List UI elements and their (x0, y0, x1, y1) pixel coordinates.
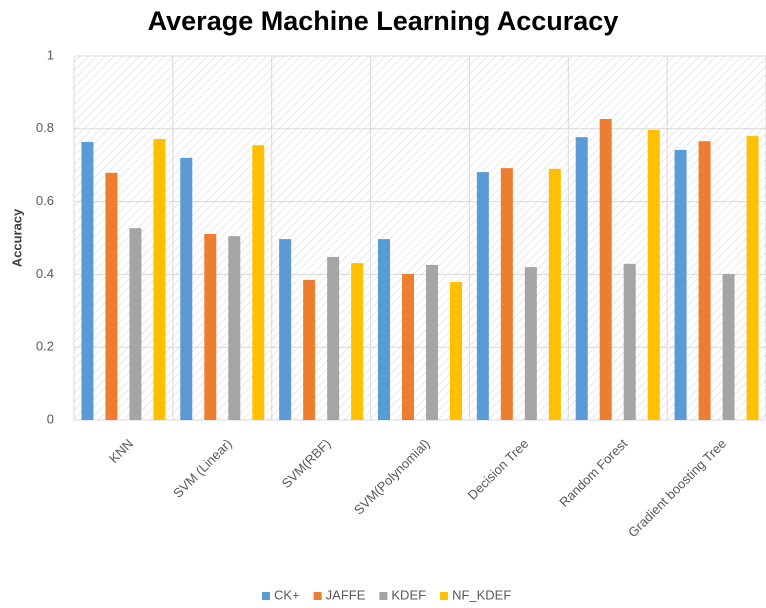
y-tick-label: 0.8 (36, 120, 54, 135)
x-tick-label: SVM(RBF) (279, 436, 334, 491)
bar (378, 239, 390, 420)
x-tick-label: KNN (106, 436, 136, 466)
bar (548, 168, 561, 420)
chart-title: Average Machine Learning Accuracy (148, 6, 619, 36)
y-tick-label: 0.4 (36, 266, 54, 281)
bar (279, 239, 292, 420)
bar (303, 279, 316, 420)
bar (524, 267, 537, 420)
bar (426, 264, 438, 420)
y-tick-label: 0 (47, 411, 54, 426)
y-tick-label: 0.6 (36, 193, 54, 208)
legend-swatch (440, 592, 449, 600)
legend-label: JAFFE (326, 587, 366, 602)
bar (623, 263, 636, 420)
legend-label: CK+ (274, 587, 300, 602)
bar (204, 233, 217, 420)
bar (674, 149, 687, 421)
y-tick-label: 1 (47, 47, 54, 62)
bar (698, 141, 711, 420)
legend-swatch (379, 592, 388, 600)
bar (327, 256, 340, 420)
bar (746, 136, 759, 420)
bar (722, 274, 735, 420)
x-tick-label: SVM(Polynomial) (351, 436, 433, 518)
bar (476, 172, 489, 420)
y-tick-label: 0.2 (36, 339, 54, 354)
bar (647, 129, 660, 420)
bar (153, 138, 166, 420)
bar (105, 172, 118, 420)
bar (81, 141, 94, 421)
x-tick-label: Gradient boosting Tree (625, 436, 729, 540)
bar (180, 157, 193, 421)
plot-background (74, 56, 766, 420)
x-tick-label: SVM (Linear) (170, 436, 235, 501)
legend-label: NF_KDEF (452, 587, 511, 602)
x-tick-label: Decision Tree (465, 436, 532, 503)
x-tick-label: Random Forest (556, 436, 630, 510)
bar (402, 274, 414, 420)
legend-swatch (262, 592, 270, 600)
legend-swatch (313, 592, 322, 600)
bar (351, 263, 364, 420)
bar (575, 137, 588, 420)
bar (599, 118, 612, 421)
bar (228, 236, 241, 420)
bar (252, 145, 265, 420)
legend-label: KDEF (391, 587, 426, 602)
bar (129, 228, 142, 420)
y-axis-label: Accuracy (9, 208, 24, 267)
bar (450, 282, 462, 420)
bar (500, 168, 513, 420)
